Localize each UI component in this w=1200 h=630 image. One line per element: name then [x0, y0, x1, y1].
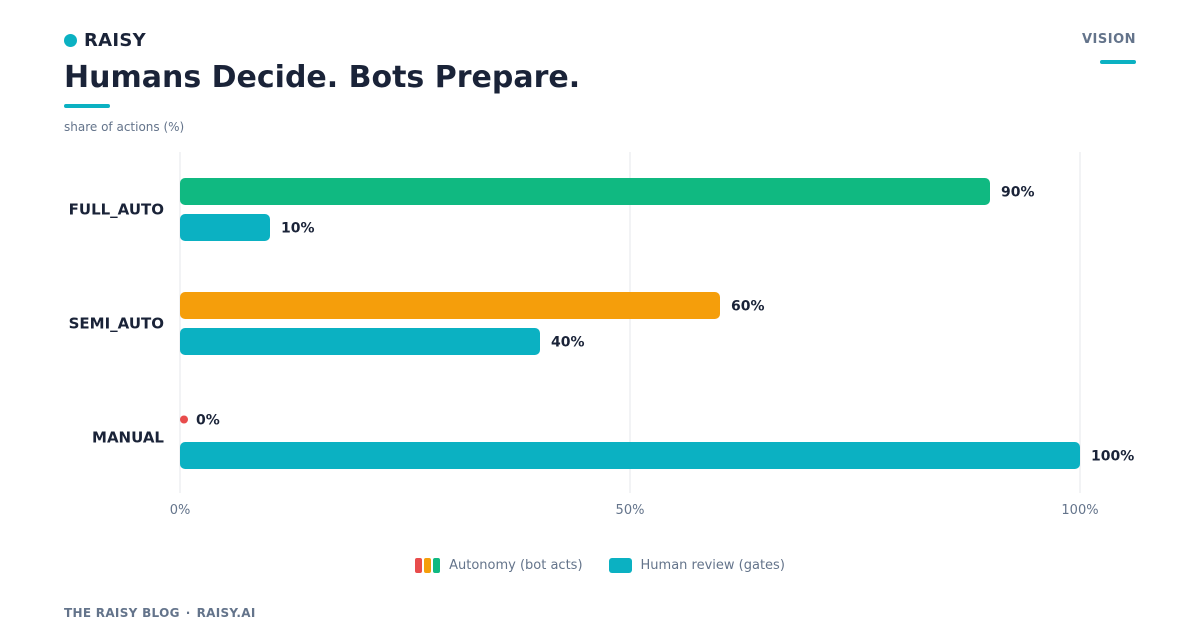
value-label: 100% [1091, 449, 1134, 465]
bar-chart: 0% 50% 100% FULL_AUTO 90% 10% SEMI_AUTO 60% 40% M… [69, 152, 1135, 519]
value-label: 90% [1001, 185, 1035, 201]
legend-swatch-autonomy [415, 558, 442, 573]
chart-subtitle: share of actions (%) [64, 120, 185, 134]
page-title: Humans Decide. Bots Prepare. [64, 60, 581, 95]
value-label: 10% [281, 221, 315, 237]
footer-site: RAISY.AI [196, 606, 256, 620]
bar-manual-series-0-zero [180, 415, 188, 424]
category-label: FULL_AUTO [69, 201, 164, 219]
bar-full_auto-series-0 [180, 178, 990, 205]
legend-swatch-orange [424, 558, 432, 573]
brand: RAISY [64, 30, 146, 51]
bars [180, 178, 1080, 469]
value-label: 0% [196, 413, 220, 429]
legend-item-human-review: Human review (gates) [608, 558, 785, 573]
gridlines [179, 152, 1081, 493]
bar-semi_auto-series-0 [180, 292, 720, 319]
category-label: SEMI_AUTO [69, 315, 164, 333]
legend-label-autonomy: Autonomy (bot acts) [449, 558, 583, 573]
legend-label-human-review: Human review (gates) [640, 558, 785, 573]
title-underline [64, 104, 110, 108]
legend-item-autonomy: Autonomy (bot acts) [415, 558, 583, 573]
footer-separator: · [185, 606, 191, 620]
category-label: MANUAL [92, 429, 164, 447]
legend-swatch-red [415, 558, 423, 573]
chart-legend: Autonomy (bot acts) Human review (gates) [0, 558, 1200, 573]
value-label: 60% [731, 299, 765, 315]
legend-swatch-human-review [608, 558, 632, 573]
labels: 0% 50% 100% FULL_AUTO 90% 10% SEMI_AUTO 60% 40% M… [69, 185, 1135, 519]
section-tag-underline [1100, 60, 1136, 64]
bar-semi_auto-series-1 [180, 328, 540, 355]
footer-blog-name: THE RAISY BLOG [64, 606, 180, 620]
bar-manual-series-1 [180, 442, 1080, 469]
footer: THE RAISY BLOG · RAISY.AI [64, 606, 256, 620]
bar-full_auto-series-1 [180, 214, 270, 241]
section-tag: VISION [1082, 32, 1136, 64]
legend-swatch-green [433, 558, 441, 573]
x-tick-label: 100% [1061, 503, 1098, 518]
x-tick-label: 50% [616, 503, 645, 518]
brand-dot-icon [64, 34, 77, 47]
value-label: 40% [551, 335, 585, 351]
brand-name: RAISY [84, 30, 146, 51]
x-tick-label: 0% [170, 503, 191, 518]
section-tag-label: VISION [1081, 32, 1136, 47]
